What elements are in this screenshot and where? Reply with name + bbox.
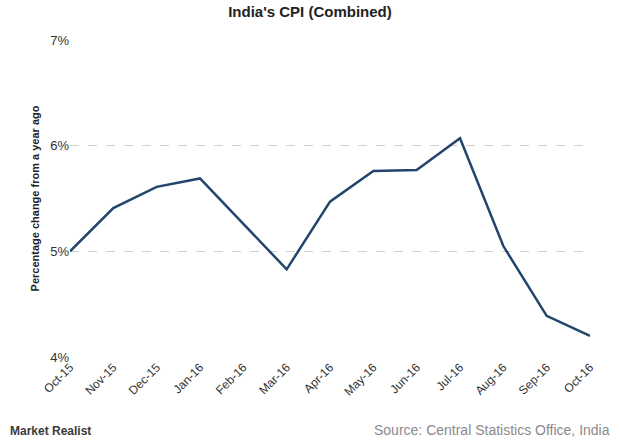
svg-text:Nov-15: Nov-15	[82, 360, 119, 397]
svg-text:Oct-15: Oct-15	[41, 360, 77, 396]
svg-text:Sep-16: Sep-16	[516, 360, 553, 397]
svg-text:Market Realist: Market Realist	[10, 424, 91, 438]
svg-text:Jun-16: Jun-16	[387, 360, 423, 396]
svg-text:Feb-16: Feb-16	[213, 360, 250, 397]
svg-text:Source: Central Statistics Off: Source: Central Statistics Office, India	[374, 422, 610, 438]
svg-text:Mar-16: Mar-16	[256, 360, 293, 397]
svg-text:Apr-16: Apr-16	[301, 360, 337, 396]
svg-text:6%: 6%	[50, 138, 69, 153]
svg-text:4%: 4%	[50, 350, 69, 365]
svg-text:Jan-16: Jan-16	[171, 360, 207, 396]
svg-text:5%: 5%	[50, 244, 69, 259]
svg-text:India's CPI (Combined): India's CPI (Combined)	[228, 3, 392, 20]
svg-text:Aug-16: Aug-16	[472, 360, 509, 397]
svg-text:Jul-16: Jul-16	[433, 360, 466, 393]
svg-text:Oct-16: Oct-16	[561, 360, 597, 396]
svg-text:Percentage change from a year: Percentage change from a year ago	[29, 105, 41, 291]
svg-text:May-16: May-16	[341, 360, 379, 398]
svg-text:Dec-15: Dec-15	[126, 360, 163, 397]
svg-text:7%: 7%	[50, 33, 69, 48]
